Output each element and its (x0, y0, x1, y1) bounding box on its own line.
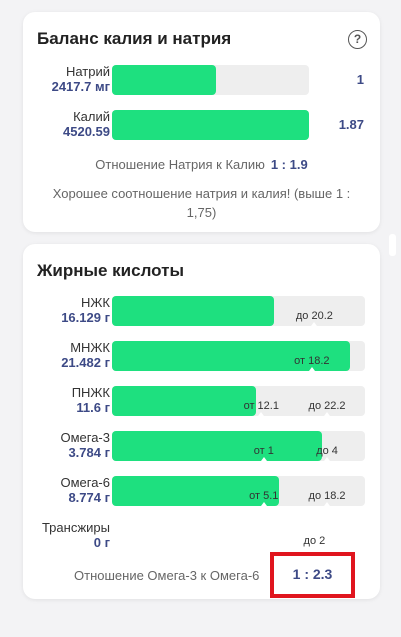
fat-row-min-marker: от 1 (253, 445, 274, 457)
omega-ratio-label: Отношение Омега-3 к Омега-6 (74, 568, 260, 583)
fatty-acids-title: Жирные кислоты (37, 261, 184, 280)
fat-row-label: Омега-3 3.784 г (60, 430, 110, 460)
fat-row-name: Омега-3 (60, 430, 110, 445)
fat-row: НЖК 16.129 г до 20.2 (23, 295, 380, 327)
sodium-potassium-card: Баланс калия и натрия ? Натрий 2417.7 мг… (23, 12, 380, 232)
fat-row-name: МНЖК (70, 340, 110, 355)
fat-row-min-marker: от 12.1 (243, 400, 279, 412)
sodium-amount: 2417.7 мг (51, 79, 110, 94)
fat-row-amount: 3.784 г (68, 445, 110, 460)
range-tick (324, 412, 331, 416)
fat-row: Омега-3 3.784 г от 1 до 4 (23, 430, 380, 462)
fat-row-amount: 16.129 г (61, 310, 110, 325)
fat-row: Трансжиры 0 г до 2 (23, 520, 380, 552)
fat-row-amount: 21.482 г (61, 355, 110, 370)
potassium-name: Калий (73, 109, 110, 124)
sodium-potassium-ratio-value: 1 : 1.9 (270, 157, 308, 172)
sodium-bar-fill (112, 65, 217, 95)
fat-row-label: Омега-6 8.774 г (60, 475, 110, 505)
range-tick (311, 322, 318, 326)
omega-ratio-highlight: 1 : 2.3 (270, 552, 355, 598)
fat-row-bar: от 5.1 до 18.2 (112, 476, 365, 506)
fat-row-amount: 11.6 г (76, 400, 110, 415)
fat-row-bar: до 2 (112, 521, 365, 551)
potassium-bar (112, 110, 309, 140)
fat-row-bar-fill (112, 386, 257, 416)
sodium-name: Натрий (65, 64, 110, 79)
potassium-ratio: 1.87 (338, 117, 364, 132)
potassium-bar-fill (112, 110, 309, 140)
fat-row-bar-fill (112, 431, 322, 461)
scrollbar[interactable] (389, 234, 396, 256)
fat-row-amount: 8.774 г (68, 490, 110, 505)
fat-row-label: МНЖК 21.482 г (61, 340, 110, 370)
fat-row-amount: 0 г (93, 535, 110, 550)
fat-row: Омега-6 8.774 г от 5.1 до 18.2 (23, 475, 380, 507)
fat-row-max-marker: до 20.2 (295, 310, 333, 322)
range-tick (324, 502, 331, 506)
potassium-amount: 4520.59 (63, 124, 110, 139)
fatty-acids-card: Жирные кислоты НЖК 16.129 г до 20.2 МНЖК… (23, 244, 380, 599)
range-tick (260, 457, 267, 461)
fat-row: МНЖК 21.482 г от 18.2 (23, 340, 380, 372)
range-tick (311, 547, 318, 551)
potassium-row: Калий 4520.59 1.87 (23, 109, 380, 141)
fat-row-max-marker: до 4 (316, 445, 338, 457)
potassium-label: Калий 4520.59 (63, 109, 110, 139)
sodium-potassium-ratio: Отношение Натрия к Калию 1 : 1.9 (23, 157, 380, 172)
fat-row-min-marker: от 5.1 (249, 490, 279, 502)
fat-row-label: Трансжиры 0 г (42, 520, 110, 550)
omega-ratio-value: 1 : 2.3 (292, 566, 333, 582)
sodium-potassium-ratio-label: Отношение Натрия к Калию (95, 157, 265, 172)
omega-ratio: Отношение Омега-3 к Омега-6 (74, 568, 401, 583)
fat-row: ПНЖК 11.6 г от 12.1 до 22.2 (23, 385, 380, 417)
sodium-potassium-title: Баланс калия и натрия (37, 29, 232, 48)
fat-row-min-marker: от 18.2 (294, 355, 330, 367)
fat-row-max-marker: до 22.2 (308, 400, 346, 412)
sodium-ratio: 1 (356, 72, 364, 87)
fat-row-bar: от 12.1 до 22.2 (112, 386, 365, 416)
range-tick (260, 502, 267, 506)
fat-row-label: ПНЖК 11.6 г (72, 385, 110, 415)
range-tick (308, 367, 315, 371)
fat-row-bar: до 20.2 (112, 296, 365, 326)
sodium-label: Натрий 2417.7 мг (52, 64, 110, 94)
fat-row-name: Омега-6 (60, 475, 110, 490)
fat-row-max-marker: до 2 (303, 535, 326, 547)
sodium-bar (112, 65, 309, 95)
balance-note: Хорошее соотношение натрия и калия! (выш… (52, 186, 351, 220)
fat-row-max-marker: до 18.2 (308, 490, 346, 502)
fat-row-name: НЖК (81, 295, 110, 310)
fat-row-bar-fill (112, 476, 279, 506)
fat-row-bar: от 1 до 4 (112, 431, 365, 461)
range-tick (324, 457, 331, 461)
sodium-row: Натрий 2417.7 мг 1 (23, 64, 380, 96)
help-icon[interactable]: ? (348, 30, 367, 49)
range-tick (258, 412, 265, 416)
fat-row-bar-fill (112, 296, 274, 326)
fat-row-bar-fill (112, 341, 350, 371)
fat-row-name: Трансжиры (41, 520, 110, 535)
fat-row-label: НЖК 16.129 г (61, 295, 110, 325)
fat-row-name: ПНЖК (71, 385, 110, 400)
fat-row-bar: от 18.2 (112, 341, 365, 371)
